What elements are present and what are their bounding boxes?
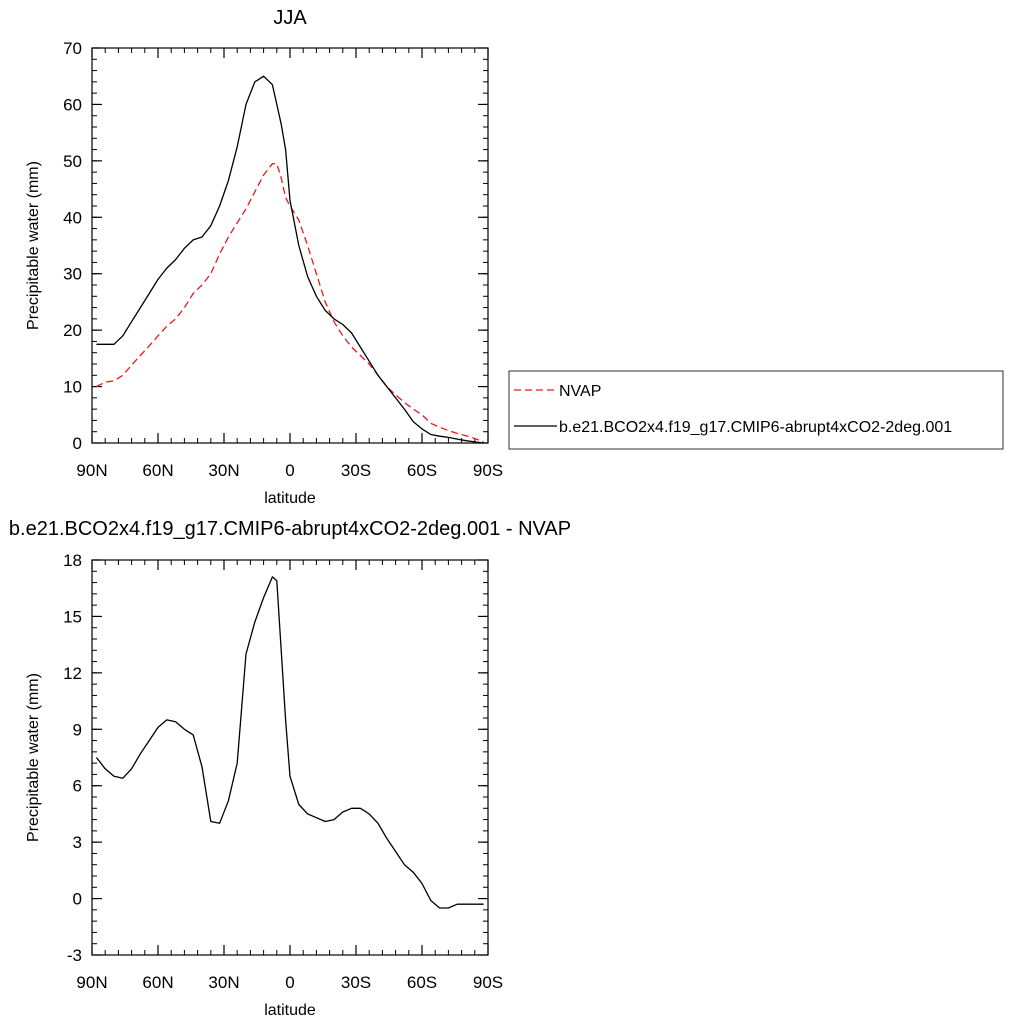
y-tick-label: 3	[73, 833, 82, 852]
y-tick-label: 0	[73, 890, 82, 909]
x-tick-label: 60N	[142, 461, 173, 480]
x-tick-label: 90S	[473, 973, 503, 992]
x-tick-label: 30S	[341, 973, 371, 992]
series-line-1	[96, 75, 484, 444]
x-tick-label: 0	[285, 973, 294, 992]
y-tick-label: 60	[63, 95, 82, 114]
plot-frame	[91, 47, 489, 444]
y-tick-label: 50	[63, 152, 82, 171]
x-tick-label: 90N	[76, 973, 107, 992]
y-tick-label: 15	[63, 607, 82, 626]
y-tick-label: 9	[73, 720, 82, 739]
y-tick-label: 18	[63, 551, 82, 570]
legend-label: b.e21.BCO2x4.f19_g17.CMIP6-abrupt4xCO2-2…	[559, 419, 952, 436]
series-line-0	[95, 576, 484, 909]
y-tick-label: 20	[63, 321, 82, 340]
y-tick-label: 30	[63, 265, 82, 284]
chart-title: b.e21.BCO2x4.f19_g17.CMIP6-abrupt4xCO2-2…	[9, 518, 571, 540]
chart-title: JJA	[273, 7, 307, 29]
series-line-0	[96, 163, 484, 443]
x-axis-label: latitude	[264, 490, 316, 507]
x-tick-label: 30N	[208, 461, 239, 480]
y-tick-label: 0	[73, 434, 82, 453]
x-tick-label: 0	[285, 461, 294, 480]
x-tick-label: 60N	[142, 973, 173, 992]
legend-box	[508, 370, 1004, 450]
y-axis-label: Precipitable water (mm)	[25, 161, 42, 330]
x-tick-label: 30N	[208, 973, 239, 992]
y-tick-label: 40	[63, 208, 82, 227]
y-tick-label: -3	[67, 946, 82, 965]
y-tick-label: 70	[63, 39, 82, 58]
x-tick-label: 60S	[407, 973, 437, 992]
y-tick-label: 6	[73, 777, 82, 796]
x-axis-label: latitude	[264, 1002, 316, 1019]
x-tick-label: 30S	[341, 461, 371, 480]
y-axis-label: Precipitable water (mm)	[25, 673, 42, 842]
y-tick-label: 12	[63, 664, 82, 683]
legend-label: NVAP	[559, 383, 601, 400]
y-tick-label: 10	[63, 378, 82, 397]
x-tick-label: 60S	[407, 461, 437, 480]
x-tick-label: 90N	[76, 461, 107, 480]
x-tick-label: 90S	[473, 461, 503, 480]
